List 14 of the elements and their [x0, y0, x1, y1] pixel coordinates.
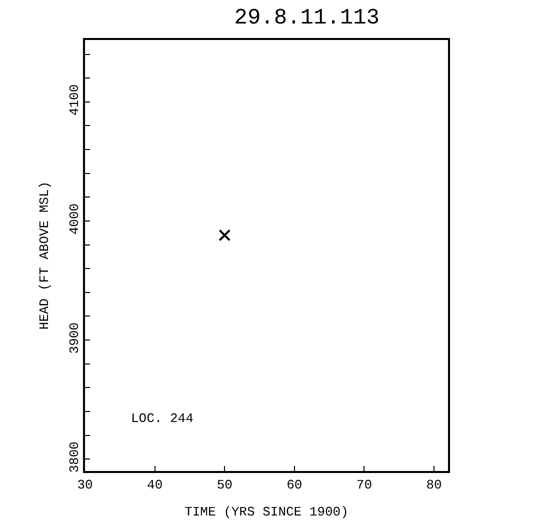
- x-tick-label: 40: [147, 478, 163, 493]
- x-tick-label: 30: [77, 478, 93, 493]
- x-axis-title: TIME (YRS SINCE 1900): [184, 504, 348, 520]
- y-tick-label: 4100: [66, 84, 82, 116]
- chart-title: 29.8.11.113: [234, 5, 380, 30]
- x-tick-label: 70: [356, 478, 372, 493]
- x-tick-label: 80: [426, 478, 442, 493]
- y-tick-label: 3900: [66, 322, 82, 354]
- y-axis-title: HEAD (FT ABOVE MSL): [37, 181, 52, 330]
- x-tick-label: 50: [216, 478, 232, 493]
- x-tick-label: 60: [286, 478, 302, 493]
- annotation: LOC. 244: [131, 411, 194, 426]
- y-tick-label: 4000: [66, 203, 82, 235]
- y-tick-label: 3800: [66, 442, 82, 473]
